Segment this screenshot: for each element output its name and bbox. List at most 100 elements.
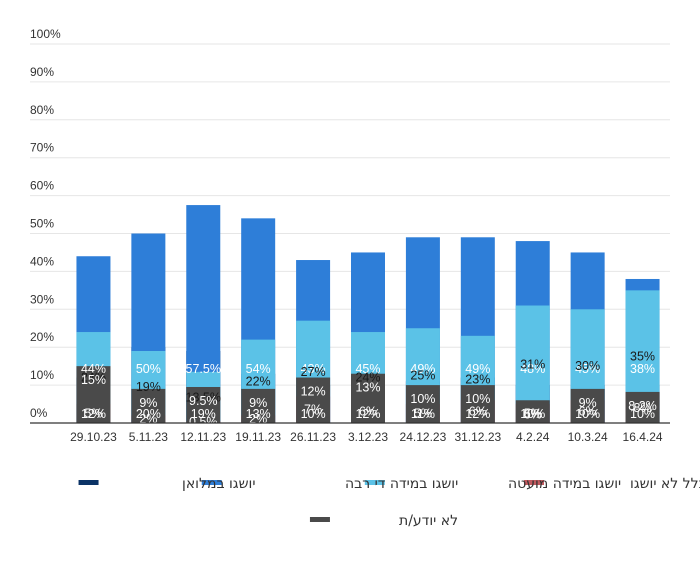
- data-label: 5%: [414, 407, 432, 421]
- data-label: 10%: [630, 407, 655, 421]
- y-tick-label: 20%: [30, 330, 54, 344]
- data-label: 13%: [355, 381, 380, 395]
- data-label: 12%: [355, 407, 380, 421]
- data-label: 0.5%: [189, 415, 218, 429]
- data-label: 24%: [81, 371, 106, 385]
- bar-segment: [570, 388, 605, 423]
- x-tick-label: 4.2.24: [516, 430, 550, 444]
- data-label: 7%: [304, 403, 322, 417]
- legend-label: יושגו במידה די רבה: [345, 476, 458, 492]
- x-tick-label: 31.12.23: [454, 430, 501, 444]
- bar-segment: [625, 391, 660, 423]
- data-label: 2%: [139, 412, 157, 426]
- data-label: 6%: [359, 405, 377, 419]
- data-label: 49%: [410, 362, 435, 376]
- bar-segment: [296, 377, 331, 423]
- x-tick-label: 16.4.24: [623, 430, 663, 444]
- bar-segment: [76, 366, 111, 423]
- x-tick-label: 12.11.23: [180, 430, 226, 444]
- data-label: 43%: [301, 362, 326, 376]
- y-tick-label: 40%: [30, 254, 54, 268]
- data-label: 10%: [465, 392, 490, 406]
- legend-swatch: [309, 517, 330, 522]
- data-labels: 12%44%24%5%15%20%50%19%2%9%19%57.5%13.5%…: [81, 350, 657, 429]
- data-label: 38%: [630, 362, 655, 376]
- bar-segment: [241, 388, 276, 423]
- bar-segment: [460, 385, 495, 423]
- y-tick-label: 50%: [30, 217, 54, 231]
- data-label: 6%: [469, 405, 487, 419]
- data-label: 45%: [575, 362, 600, 376]
- data-label: 13.5%: [186, 390, 221, 404]
- data-label: 35%: [630, 350, 655, 364]
- y-tick-label: 10%: [30, 368, 54, 382]
- data-label: 30%: [575, 359, 600, 373]
- data-label: 31%: [520, 357, 545, 371]
- data-label: 9%: [249, 396, 267, 410]
- legend-swatch: [78, 480, 99, 485]
- data-label: 25%: [410, 369, 435, 383]
- legend-swatch: [201, 480, 222, 485]
- legend-label: יושגו במידה מועטה: [508, 476, 621, 492]
- data-label: 2%: [249, 412, 267, 426]
- data-label: 50%: [136, 362, 161, 376]
- legend: כלל לא יושגו יושגו במידה מועטה יושגו במידה…: [78, 476, 700, 529]
- data-label: 24%: [355, 371, 380, 385]
- data-label: 19%: [136, 380, 161, 394]
- y-tick-label: 80%: [30, 103, 54, 117]
- data-label: 13%: [246, 407, 271, 421]
- data-label: 8%: [634, 401, 652, 415]
- legend-label: כלל לא יושגו: [630, 476, 700, 492]
- data-label: 8.2%: [628, 399, 657, 413]
- x-tick-label: 10.3.24: [568, 430, 608, 444]
- data-label: 48%: [520, 362, 545, 376]
- data-label: 54%: [246, 362, 271, 376]
- bar-segment: [351, 373, 385, 423]
- y-tick-label: 30%: [30, 292, 54, 306]
- data-label: 10%: [520, 407, 545, 421]
- data-label: 12%: [465, 407, 490, 421]
- data-label: 20%: [136, 407, 161, 421]
- data-label: 6%: [579, 405, 597, 419]
- bar-segment: [186, 386, 221, 423]
- legend-label: יושגו במלואן: [182, 476, 255, 492]
- bar-segment: [131, 388, 166, 423]
- y-tick-label: 60%: [30, 179, 54, 193]
- data-label: 9.5%: [189, 394, 218, 408]
- bar-segment: [515, 400, 550, 423]
- x-tick-label: 24.12.23: [400, 430, 447, 444]
- x-tick-label: 19.11.23: [235, 430, 281, 444]
- data-label: 10%: [410, 392, 435, 406]
- x-tick-label: 26.11.23: [290, 430, 336, 444]
- legend-swatch: [364, 480, 385, 485]
- data-label: 6%: [524, 407, 542, 421]
- y-tick-label: 0%: [30, 406, 48, 420]
- x-tick-label: 29.10.23: [70, 430, 117, 444]
- data-label: 5%: [524, 407, 542, 421]
- data-label: 11%: [411, 407, 435, 421]
- data-label: 22%: [246, 374, 271, 388]
- data-label: 44%: [81, 362, 106, 376]
- data-label: 57.5%: [186, 362, 221, 376]
- data-label: 5%: [84, 407, 102, 421]
- data-label: 15%: [81, 373, 106, 387]
- legend-swatch: [524, 480, 545, 485]
- data-label: 49%: [465, 362, 490, 376]
- y-tick-label: 70%: [30, 141, 54, 155]
- data-label: 19%: [191, 407, 216, 421]
- y-tick-label: 100%: [30, 27, 61, 41]
- bar-segment: [405, 385, 440, 423]
- x-tick-label: 3.12.23: [348, 430, 388, 444]
- y-tick-label: 90%: [30, 65, 54, 79]
- data-label: 12%: [301, 385, 326, 399]
- bars: [76, 205, 660, 423]
- data-label: 10%: [575, 407, 600, 421]
- data-label: 23%: [465, 372, 490, 386]
- legend-label: לא יודע/ת: [399, 513, 458, 529]
- data-label: 12%: [81, 407, 106, 421]
- x-tick-label: 5.11.23: [129, 430, 168, 444]
- data-label: 10%: [301, 407, 326, 421]
- data-label: 9%: [139, 396, 157, 410]
